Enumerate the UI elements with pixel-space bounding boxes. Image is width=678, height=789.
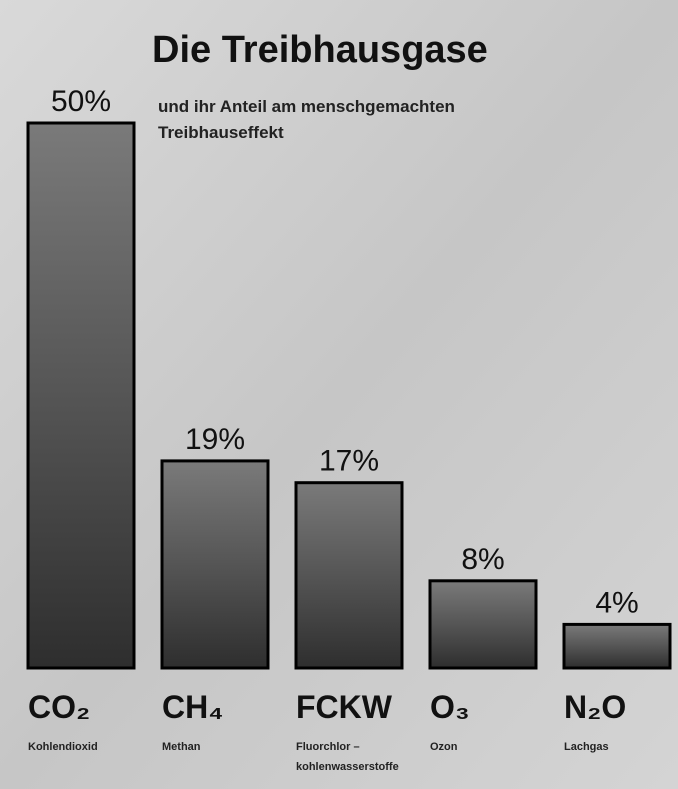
bar (296, 483, 402, 668)
bar (162, 461, 268, 668)
value-label: 19% (185, 423, 245, 456)
category-description: Lachgas (564, 741, 609, 753)
category-label: CH₄ (162, 689, 223, 725)
chart: Die Treibhausgase und ihr Anteil am mens… (0, 0, 678, 789)
bar (28, 123, 134, 668)
category-label: N₂O (564, 689, 626, 725)
category-description: Ozon (430, 741, 458, 753)
category-description: Fluorchlor – (296, 741, 360, 753)
category-description: Kohlendioxid (28, 741, 98, 753)
subtitle: und ihr Anteil am menschgemachten (158, 97, 455, 116)
subtitle: Treibhauseffekt (158, 123, 284, 142)
bar (564, 624, 670, 668)
value-label: 4% (595, 586, 638, 619)
category-label: O₃ (430, 689, 470, 725)
value-label: 8% (461, 543, 504, 576)
category-description: kohlenwasserstoffe (296, 761, 399, 773)
value-label: 50% (51, 85, 111, 118)
bar (430, 581, 536, 668)
chart-title: Die Treibhausgase (152, 29, 488, 71)
category-label: CO₂ (28, 689, 90, 725)
value-label: 17% (319, 445, 379, 478)
category-description: Methan (162, 741, 201, 753)
category-label: FCKW (296, 689, 393, 725)
